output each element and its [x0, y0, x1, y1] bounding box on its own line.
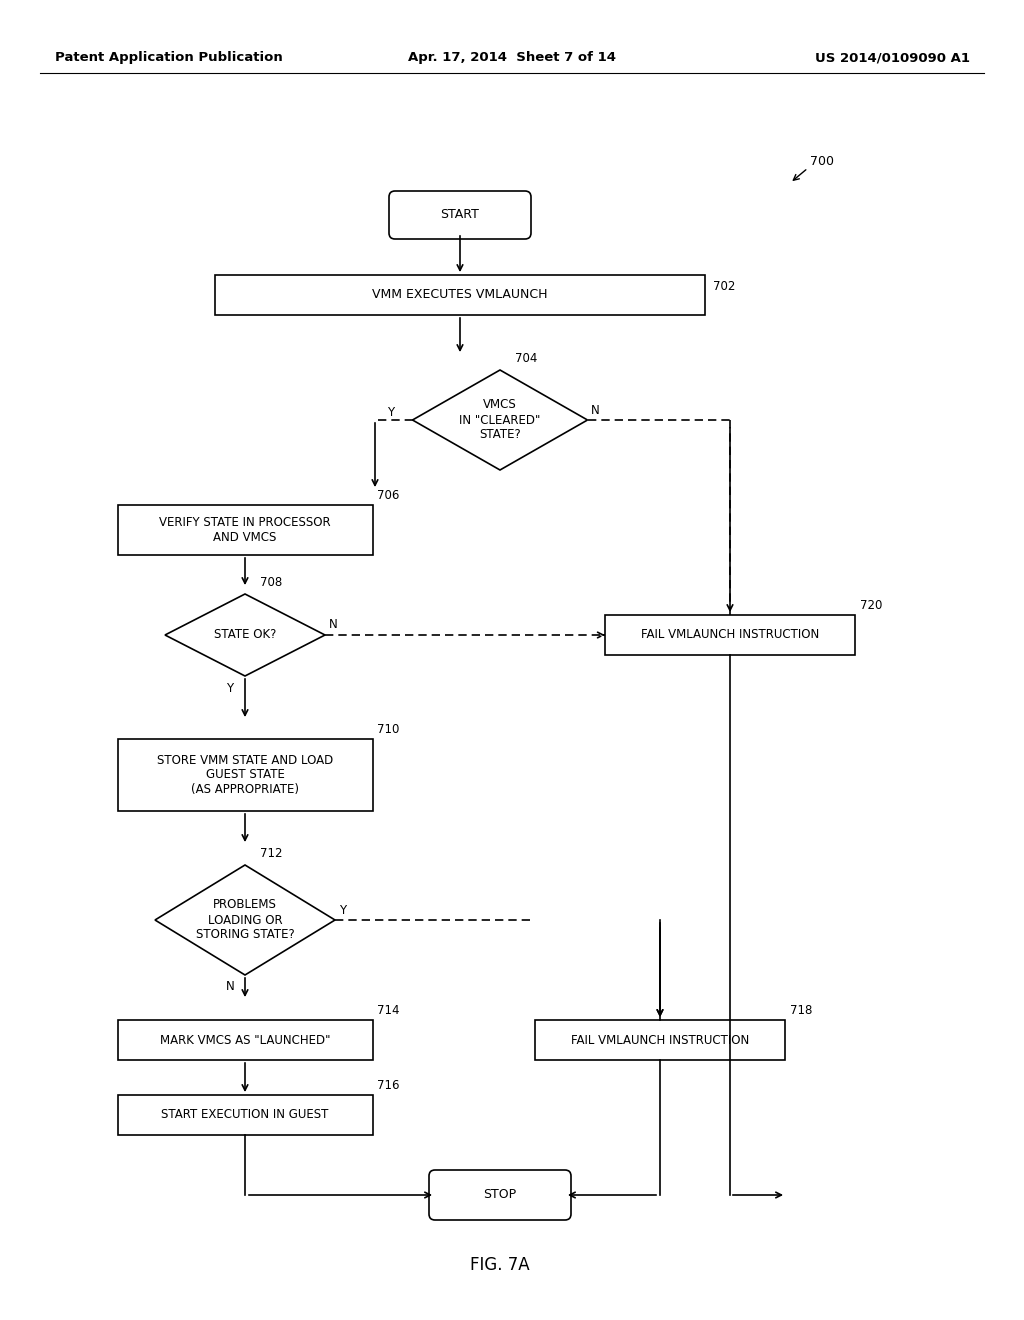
- Text: Y: Y: [387, 405, 394, 418]
- Text: STATE OK?: STATE OK?: [214, 628, 276, 642]
- Text: START EXECUTION IN GUEST: START EXECUTION IN GUEST: [162, 1109, 329, 1122]
- Text: 708: 708: [260, 576, 283, 589]
- Text: FIG. 7A: FIG. 7A: [470, 1257, 529, 1274]
- Bar: [118, 1096, 373, 1135]
- Text: US 2014/0109090 A1: US 2014/0109090 A1: [815, 51, 970, 65]
- Text: Apr. 17, 2014  Sheet 7 of 14: Apr. 17, 2014 Sheet 7 of 14: [408, 51, 616, 65]
- Bar: [215, 275, 705, 315]
- Bar: [118, 1020, 373, 1060]
- FancyBboxPatch shape: [389, 191, 531, 239]
- Text: N: N: [329, 619, 337, 631]
- Text: 720: 720: [860, 599, 883, 612]
- Text: STORE VMM STATE AND LOAD
GUEST STATE
(AS APPROPRIATE): STORE VMM STATE AND LOAD GUEST STATE (AS…: [157, 754, 333, 796]
- Polygon shape: [155, 865, 335, 975]
- Bar: [118, 506, 373, 554]
- Text: 710: 710: [378, 723, 400, 737]
- Text: 704: 704: [515, 352, 538, 366]
- Text: Y: Y: [226, 681, 233, 694]
- Text: Y: Y: [339, 903, 346, 916]
- FancyBboxPatch shape: [429, 1170, 571, 1220]
- Bar: [605, 615, 855, 655]
- Text: N: N: [591, 404, 600, 417]
- Text: VERIFY STATE IN PROCESSOR
AND VMCS: VERIFY STATE IN PROCESSOR AND VMCS: [159, 516, 331, 544]
- Text: 700: 700: [810, 154, 834, 168]
- Text: 712: 712: [260, 847, 283, 861]
- Text: 706: 706: [378, 488, 400, 502]
- Text: STOP: STOP: [483, 1188, 516, 1201]
- Text: 718: 718: [790, 1005, 812, 1016]
- Text: VMM EXECUTES VMLAUNCH: VMM EXECUTES VMLAUNCH: [373, 289, 548, 301]
- Text: VMCS
IN "CLEARED"
STATE?: VMCS IN "CLEARED" STATE?: [460, 399, 541, 441]
- Text: FAIL VMLAUNCH INSTRUCTION: FAIL VMLAUNCH INSTRUCTION: [570, 1034, 750, 1047]
- Text: 716: 716: [378, 1078, 400, 1092]
- Text: FAIL VMLAUNCH INSTRUCTION: FAIL VMLAUNCH INSTRUCTION: [641, 628, 819, 642]
- Text: 714: 714: [378, 1005, 400, 1016]
- Text: START: START: [440, 209, 479, 222]
- Polygon shape: [413, 370, 588, 470]
- Bar: [118, 739, 373, 810]
- Text: MARK VMCS AS "LAUNCHED": MARK VMCS AS "LAUNCHED": [160, 1034, 331, 1047]
- Text: 702: 702: [713, 280, 735, 293]
- Text: PROBLEMS
LOADING OR
STORING STATE?: PROBLEMS LOADING OR STORING STATE?: [196, 899, 294, 941]
- Polygon shape: [165, 594, 325, 676]
- Text: Patent Application Publication: Patent Application Publication: [55, 51, 283, 65]
- Bar: [535, 1020, 785, 1060]
- Text: N: N: [225, 981, 234, 994]
